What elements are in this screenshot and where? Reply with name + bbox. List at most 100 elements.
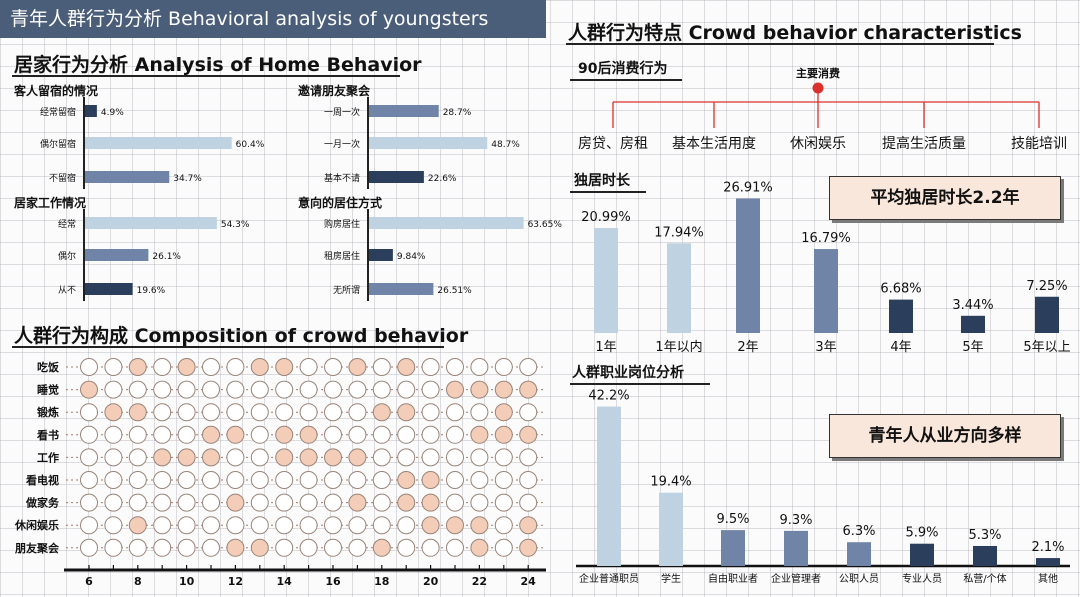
bar-value-label: 17.94% (654, 225, 704, 240)
dot (104, 516, 123, 535)
dot (226, 403, 245, 422)
bar-value-label: 42.2% (588, 389, 629, 404)
bar (85, 171, 170, 183)
bar-value-label: 54.3% (221, 220, 250, 230)
dot (372, 516, 391, 535)
dot (324, 516, 342, 535)
dot (372, 493, 391, 512)
dot (202, 448, 220, 467)
dot-x-tick-label: 8 (134, 575, 142, 588)
dot (519, 358, 538, 376)
dot (519, 516, 538, 535)
dot (494, 448, 513, 467)
dot (80, 358, 98, 376)
dot-row-label: 做家务 (25, 496, 60, 510)
dot (324, 471, 342, 489)
tree-child-label: 技能培训 (1011, 136, 1067, 152)
bar (369, 217, 524, 229)
dot (104, 538, 123, 557)
dot (250, 403, 269, 422)
dot (324, 493, 342, 512)
bar-value-label: 6.68% (880, 282, 921, 297)
dot (250, 448, 269, 467)
bar-category-label: 企业管理者 (771, 572, 821, 585)
job-note: 青年人从业方向多样 (829, 414, 1061, 458)
dot (348, 448, 367, 467)
dot (153, 403, 172, 422)
dot (128, 403, 147, 422)
bar-value-label: 22.6% (428, 174, 457, 184)
bar-category-label: 企业普通职员 (579, 572, 639, 585)
dot (372, 380, 391, 399)
dot (128, 380, 147, 399)
dot (494, 471, 513, 489)
dot (80, 425, 98, 444)
bar-category-label: 经常 (58, 218, 76, 230)
bar-value-label: 28.7% (443, 108, 472, 118)
dot (397, 448, 416, 467)
bar-value-label: 6.3% (842, 524, 875, 539)
dot (153, 380, 172, 399)
dot (202, 425, 220, 444)
dot-row-label: 锻炼 (37, 405, 59, 419)
bar-value-label: 34.7% (173, 174, 202, 184)
bar-value-label: 19.6% (137, 286, 166, 296)
bar-category-label: 3年 (815, 340, 836, 355)
bar-value-label: 9.3% (779, 513, 812, 528)
dot (421, 493, 440, 512)
dot (128, 538, 147, 557)
bar-category-label: 一月一次 (324, 138, 360, 150)
tree-child-label: 基本生活用度 (672, 135, 756, 152)
dot (128, 471, 147, 489)
dot (250, 471, 269, 489)
dot (275, 493, 294, 512)
dot-row-label: 看电视 (26, 473, 59, 487)
dot (494, 403, 513, 422)
bar-value-label: 9.84% (397, 252, 426, 262)
dot (446, 471, 464, 489)
living-alone-note: 平均独居时长2.2年 (829, 176, 1061, 220)
dot (494, 493, 513, 512)
bar-category-label: 偶尔 (58, 250, 76, 262)
bar-category-label: 5年以上 (1023, 340, 1070, 355)
bar-value-label: 48.7% (491, 140, 520, 150)
bar (667, 243, 691, 333)
living-mode-title: 意向的居住方式 (298, 196, 383, 210)
bar (814, 249, 838, 333)
dot (494, 425, 513, 444)
dot (397, 358, 416, 376)
job-chart: 42.2% 企业普通职员 19.4% 学生 9.5% 自由职业者 9.3% 企业管理者 6.3%… (576, 389, 1070, 585)
crowd-behavior-underline (566, 43, 994, 45)
tree-child-label: 提高生活质量 (882, 135, 966, 152)
dot (494, 380, 513, 399)
bar-category-label: 学生 (661, 572, 681, 585)
dot (128, 425, 147, 444)
dot (470, 403, 489, 422)
dot (397, 380, 416, 399)
dot (153, 425, 172, 444)
dot (446, 403, 464, 422)
dot-x-tick-label: 20 (423, 575, 439, 588)
bar (659, 492, 683, 566)
dot (226, 448, 245, 467)
dot (104, 493, 123, 512)
dot (421, 538, 440, 557)
dot (226, 358, 245, 376)
dot-x-tick-label: 10 (179, 575, 195, 588)
dot (250, 516, 269, 535)
bar (910, 543, 934, 566)
bar (1035, 296, 1059, 333)
bar-category-label: 经常留宿 (40, 106, 76, 118)
dot (421, 448, 440, 467)
dot (250, 425, 269, 444)
dot-x-tick-label: 18 (374, 575, 389, 588)
bar-value-label: 19.4% (650, 475, 691, 490)
dot (348, 538, 367, 557)
bar (369, 137, 488, 149)
dot (177, 493, 196, 512)
main-title: 青年人群行为分析 Behavioral analysis of youngste… (10, 8, 489, 30)
dot (470, 380, 489, 399)
dot-row-label: 工作 (37, 450, 59, 464)
dot (250, 358, 269, 376)
dot (397, 425, 416, 444)
